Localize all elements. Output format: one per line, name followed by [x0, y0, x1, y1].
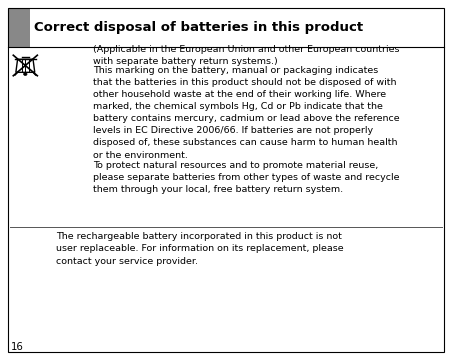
- Circle shape: [23, 73, 27, 76]
- Bar: [8, 8, 30, 47]
- Text: To protect natural resources and to promote material reuse,
please separate batt: To protect natural resources and to prom…: [92, 161, 398, 194]
- Text: 16: 16: [10, 342, 23, 352]
- Text: This marking on the battery, manual or packaging indicates
that the batteries in: This marking on the battery, manual or p…: [92, 66, 398, 159]
- Text: (Applicable in the European Union and other European countries
with separate bat: (Applicable in the European Union and ot…: [92, 45, 398, 66]
- Text: The rechargeable battery incorporated in this product is not
user replaceable. F: The rechargeable battery incorporated in…: [56, 232, 343, 266]
- Text: Correct disposal of batteries in this product: Correct disposal of batteries in this pr…: [34, 21, 363, 34]
- Bar: [30, 8, 443, 47]
